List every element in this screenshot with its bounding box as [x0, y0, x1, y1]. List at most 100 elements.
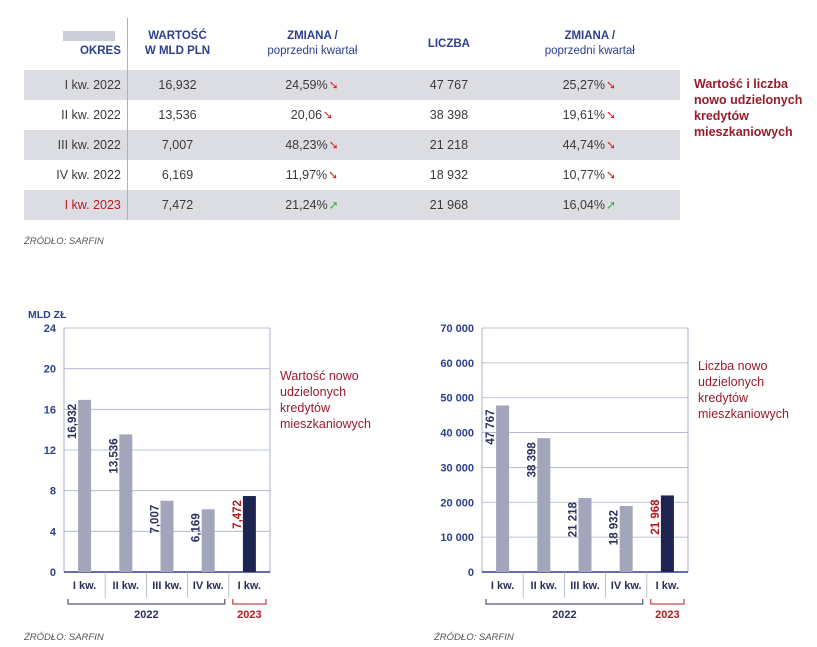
chart-count-side-label: Liczba nowo udzielonych kredytów mieszka… [698, 359, 790, 421]
row-value-change-text: 11,97% [285, 168, 328, 182]
bar-value-label: 16,932 [67, 404, 79, 439]
row-period-text: III kw. 2022 [57, 138, 121, 152]
bar-value-label: 7,007 [150, 505, 162, 534]
y-tick-label: 30 000 [440, 462, 474, 474]
bar [660, 495, 674, 572]
y-tick-label: 12 [44, 445, 56, 457]
table-body: I kw. 2022 16,932 24,59%➘ 47 767 25,27%➘ II k… [24, 70, 680, 220]
chart-count: 0 10 000 20 000 30 000 40 000 50 000 60 000 70 … [440, 323, 689, 621]
row-period: I kw. 2023 [24, 190, 128, 220]
y-tick-label: 60 000 [440, 358, 474, 370]
table-row: II kw. 2022 13,536 20,06➘ 38 398 19,61%➘ [24, 100, 680, 130]
bar-value-label: 38 398 [526, 442, 538, 478]
y-tick-label: 24 [44, 323, 57, 335]
y-tick-label: 8 [50, 486, 56, 498]
arrow-up-icon: ➚ [605, 198, 617, 212]
arrow-down-icon: ➘ [605, 168, 617, 182]
row-value: 7,007 [127, 130, 228, 160]
row-count-change: 16,04%➚ [500, 190, 680, 220]
x-tick-label: I kw. [238, 580, 261, 592]
y-tick-label: 20 000 [440, 497, 474, 509]
row-value-text: 6,169 [161, 168, 194, 182]
x-tick-label: II kw. [531, 580, 558, 592]
row-count: 38 398 [398, 100, 500, 130]
header-liczba: LICZBA [427, 37, 470, 50]
header-zmiana-line2: poprzedni kwartał [267, 45, 358, 57]
row-value-text: 16,932 [158, 78, 197, 92]
chart-value-side-label: Wartość nowo udzielonych kredytów mieszk… [280, 369, 372, 431]
row-count-text: 18 932 [429, 168, 469, 182]
arrow-down-icon: ➘ [328, 78, 339, 92]
year-label: 2023 [655, 609, 679, 621]
row-count: 21 218 [397, 130, 501, 160]
row-period-text: II kw. 2022 [61, 108, 121, 122]
row-value-change: 24,59%➘ [227, 70, 398, 100]
bar-value-label: 6,169 [191, 513, 203, 542]
y-tick-label: 40 000 [440, 428, 474, 440]
y-tick-label: 4 [50, 526, 57, 538]
row-count-text: 38 398 [429, 108, 469, 122]
header-zmiana-count: ZMIANA / poprzedni kwartał [500, 18, 679, 70]
row-period: I kw. 2022 [24, 70, 128, 100]
bar-value-label: 21 218 [568, 501, 580, 537]
y-tick-label: 50 000 [440, 393, 474, 405]
row-value-change-text: 48,23% [285, 138, 328, 152]
bar [78, 399, 92, 572]
header-okres-bar [62, 30, 115, 41]
header-zmiana-line1: ZMIANA / [287, 30, 338, 42]
bar-value-label: 7,472 [232, 500, 244, 529]
bar [119, 434, 133, 572]
year-bracket [232, 599, 267, 605]
x-tick-label: I kw. [491, 580, 514, 592]
bar [242, 496, 256, 572]
y-tick-label: 16 [44, 404, 56, 416]
arrow-down-icon: ➘ [328, 168, 339, 182]
row-value-text: 7,007 [161, 138, 194, 152]
arrow-down-icon: ➘ [605, 78, 617, 92]
arrow-up-icon: ➚ [328, 198, 339, 212]
arrow-down-icon: ➘ [605, 138, 617, 152]
credit-table: OKRES WARTOŚĆ W MLD PLN ZMIANA / poprzed… [24, 18, 680, 220]
x-tick-label: IV kw. [193, 580, 224, 592]
x-tick-label: III kw. [570, 580, 600, 592]
bar [619, 506, 633, 572]
year-label: 2022 [552, 609, 576, 621]
bar [160, 500, 174, 572]
row-count-change: 10,77%➘ [500, 160, 679, 190]
row-value-change: 48,23%➘ [227, 130, 398, 160]
header-zmiana2-line1: ZMIANA / [564, 30, 616, 42]
row-value: 7,472 [127, 190, 228, 220]
header-wartosc: WARTOŚĆ W MLD PLN [127, 18, 227, 70]
year-bracket [67, 599, 226, 605]
bar-value-label: 18 932 [609, 510, 621, 545]
row-count-change: 19,61%➘ [500, 100, 679, 130]
y-tick-label: 20 [44, 364, 56, 376]
year-label: 2022 [134, 609, 158, 621]
table-header-row: OKRES WARTOŚĆ W MLD PLN ZMIANA / poprzed… [24, 18, 680, 70]
y-tick-label: 0 [468, 567, 474, 579]
chart-value: MLD ZŁ 0 4 8 12 16 20 24 16,932 I kw. 13,536 II kw.… [28, 309, 271, 621]
row-value: 16,932 [127, 70, 228, 100]
y-tick-label: 70 000 [440, 323, 474, 335]
year-label: 2023 [237, 609, 261, 621]
x-tick-label: I kw. [656, 580, 679, 592]
row-value: 13,536 [127, 100, 227, 130]
row-value: 6,169 [127, 160, 227, 190]
row-count: 18 932 [398, 160, 500, 190]
arrow-down-icon: ➘ [605, 108, 617, 122]
x-tick-label: II kw. [113, 580, 140, 592]
header-wartosc-line1: WARTOŚĆ [148, 30, 207, 42]
bar [201, 509, 215, 572]
x-tick-label: I kw. [73, 580, 96, 592]
row-count-change-text: 44,74% [562, 138, 605, 152]
arrow-down-icon: ➘ [323, 108, 334, 122]
bar [578, 498, 592, 572]
row-value-text: 13,536 [158, 108, 197, 122]
row-period-text: I kw. 2023 [64, 198, 121, 212]
row-count-change-text: 10,77% [562, 168, 605, 182]
row-count-change-text: 16,04% [562, 198, 605, 212]
row-value-change-text: 20,06 [290, 108, 323, 122]
bar-value-label: 21 968 [650, 499, 662, 535]
row-count-text: 21 218 [429, 138, 469, 152]
row-value-change-text: 21,24% [285, 198, 328, 212]
